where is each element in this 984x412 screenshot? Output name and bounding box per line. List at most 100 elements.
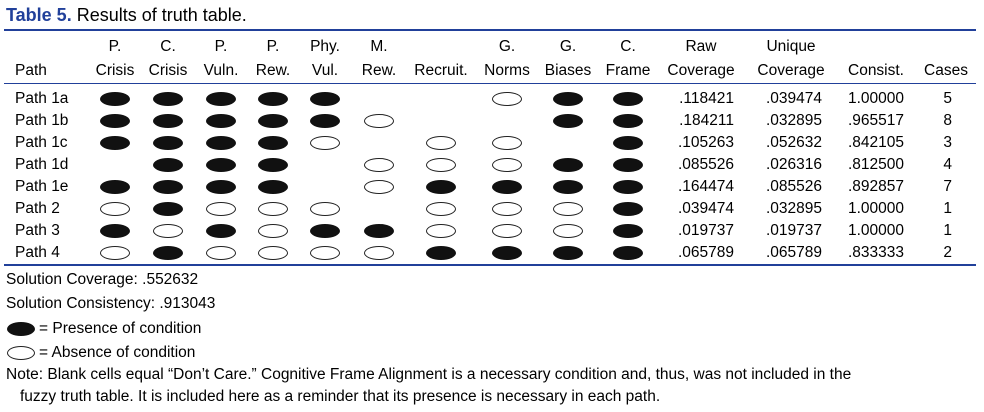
presence-oval-icon xyxy=(613,136,643,150)
presence-oval-icon xyxy=(100,224,130,238)
cell-unique: .026316 xyxy=(765,156,822,173)
absence-oval-icon xyxy=(153,224,183,238)
presence-oval-icon xyxy=(100,180,130,194)
cell-raw: .118421 xyxy=(679,90,734,107)
cell-unique: .019737 xyxy=(765,222,822,239)
presence-oval-icon xyxy=(613,158,643,172)
presence-oval-icon xyxy=(613,180,643,194)
header-uniq_cov-line2: Coverage xyxy=(757,62,825,79)
header-recruit-line2: Recruit. xyxy=(414,62,468,79)
presence-oval-icon xyxy=(153,158,183,172)
cell-cases: 2 xyxy=(943,244,952,261)
header-c_crisis-line2: Crisis xyxy=(148,62,188,79)
cell-consist: .892857 xyxy=(847,178,904,195)
presence-oval-icon xyxy=(258,114,288,128)
presence-oval-icon xyxy=(153,180,183,194)
cell-raw: .105263 xyxy=(677,134,734,151)
presence-oval-icon xyxy=(206,114,236,128)
absence-oval-icon xyxy=(492,136,522,150)
header-c_frame-line1: C. xyxy=(620,38,636,55)
absence-oval-icon xyxy=(492,224,522,238)
cell-unique: .039474 xyxy=(765,90,822,107)
presence-oval-icon xyxy=(153,114,183,128)
cell-consist: 1.00000 xyxy=(847,200,904,217)
presence-oval-icon xyxy=(613,246,643,260)
header-g_norms-line1: G. xyxy=(498,38,516,55)
presence-oval-icon xyxy=(426,246,456,260)
header-p_vuln-line2: Vuln. xyxy=(203,62,239,79)
absence-oval-icon xyxy=(206,246,236,260)
cell-cases: 5 xyxy=(943,90,952,107)
cell-consist: .965517 xyxy=(847,112,904,129)
presence-oval-icon xyxy=(492,180,522,194)
absence-oval-icon xyxy=(364,158,394,172)
header-c_crisis-line1: C. xyxy=(160,38,176,55)
table-caption: Table 5. Results of truth table. xyxy=(6,3,247,27)
absence-oval-icon xyxy=(258,202,288,216)
absence-oval-icon xyxy=(258,246,288,260)
presence-oval-icon xyxy=(100,92,130,106)
presence-oval-icon xyxy=(364,224,394,238)
header-p_vuln-line1: P. xyxy=(214,38,228,55)
absence-oval-icon xyxy=(364,180,394,194)
presence-oval-icon xyxy=(7,322,35,336)
presence-oval-icon xyxy=(153,246,183,260)
presence-oval-icon xyxy=(613,92,643,106)
absence-oval-icon xyxy=(426,202,456,216)
cell-consist: .833333 xyxy=(847,244,904,261)
presence-oval-icon xyxy=(206,136,236,150)
cell-raw: .065789 xyxy=(677,244,734,261)
presence-oval-icon xyxy=(206,92,236,106)
header-phy_vul-line1: Phy. xyxy=(310,38,340,55)
header-m_rew-line1: M. xyxy=(370,38,388,55)
header-phy_vul-line2: Vul. xyxy=(311,62,339,79)
presence-oval-icon xyxy=(258,92,288,106)
presence-oval-icon xyxy=(153,202,183,216)
presence-oval-icon xyxy=(492,246,522,260)
absence-oval-icon xyxy=(310,202,340,216)
solution-coverage: Solution Coverage: .552632 xyxy=(6,271,199,288)
cell-raw: .039474 xyxy=(677,200,734,217)
cell-cases: 7 xyxy=(943,178,952,195)
absence-oval-icon xyxy=(492,92,522,106)
header-p_rew-line2: Rew. xyxy=(255,62,291,79)
absence-oval-icon xyxy=(7,346,35,360)
cell-raw: .085526 xyxy=(677,156,734,173)
absence-oval-icon xyxy=(364,114,394,128)
cell-consist: .842105 xyxy=(847,134,904,151)
presence-oval-icon xyxy=(553,180,583,194)
row-path-label: Path 1b xyxy=(15,112,69,129)
header-uniq_cov-line1: Unique xyxy=(766,38,816,55)
absence-oval-icon xyxy=(492,158,522,172)
header-p_rew-line1: P. xyxy=(266,38,280,55)
table-note: Note: Blank cells equal “Don’t Care.” Co… xyxy=(6,364,980,408)
presence-oval-icon xyxy=(258,136,288,150)
note-line-2: fuzzy truth table. It is included here a… xyxy=(20,388,661,405)
header-c_frame-line2: Frame xyxy=(605,62,651,79)
table-number: Table 5. xyxy=(6,5,72,25)
presence-oval-icon xyxy=(258,180,288,194)
absence-oval-icon xyxy=(310,246,340,260)
presence-oval-icon xyxy=(206,224,236,238)
absence-oval-icon xyxy=(206,202,236,216)
presence-oval-icon xyxy=(553,246,583,260)
cell-raw: .184211 xyxy=(679,112,734,129)
cell-cases: 1 xyxy=(943,200,952,217)
cell-raw: .164474 xyxy=(677,178,734,195)
presence-oval-icon xyxy=(310,224,340,238)
header-m_rew-line2: Rew. xyxy=(361,62,397,79)
header-p_crisis-line2: Crisis xyxy=(95,62,135,79)
cell-cases: 8 xyxy=(943,112,952,129)
absence-oval-icon xyxy=(553,202,583,216)
row-path-label: Path 4 xyxy=(15,244,60,261)
header-raw_cov-line1: Raw xyxy=(685,38,717,55)
header-path-line2: Path xyxy=(15,62,47,79)
presence-oval-icon xyxy=(553,158,583,172)
header-g_biases-line1: G. xyxy=(559,38,577,55)
presence-oval-icon xyxy=(100,136,130,150)
absence-oval-icon xyxy=(492,202,522,216)
absence-oval-icon xyxy=(310,136,340,150)
absence-oval-icon xyxy=(426,136,456,150)
header-g_norms-line2: Norms xyxy=(484,62,530,79)
presence-legend-label: = Presence of condition xyxy=(39,320,202,337)
